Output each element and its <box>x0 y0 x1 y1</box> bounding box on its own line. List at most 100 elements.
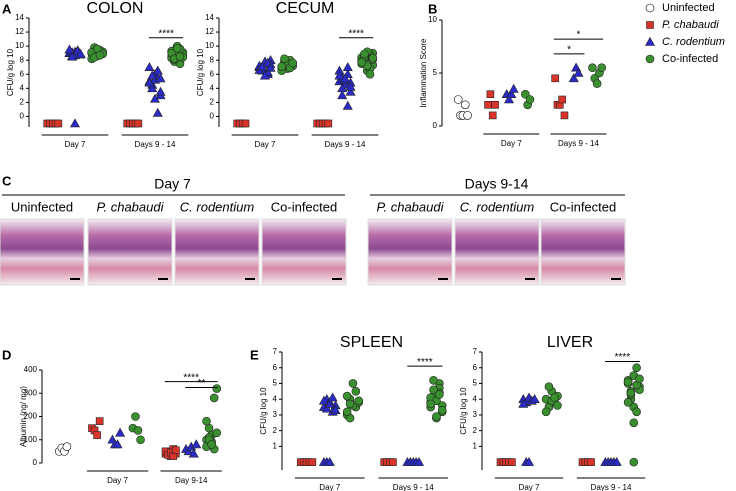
data-point <box>587 458 595 466</box>
data-point <box>635 374 644 384</box>
y-tick-label: 2 <box>20 97 25 106</box>
histology-image <box>367 218 453 286</box>
legend-label: C. rodentium <box>662 36 725 48</box>
data-point <box>183 446 194 456</box>
chart-title: SPLEEN <box>340 334 403 351</box>
histology-title: Days 9-14 <box>465 176 529 192</box>
significance-label: **** <box>158 28 174 39</box>
y-tick-label: 0 <box>33 458 38 467</box>
y-tick-label: 0 <box>210 112 215 121</box>
data-point <box>133 426 143 435</box>
data-point <box>95 50 105 60</box>
data-point <box>144 62 155 72</box>
data-point <box>414 457 425 466</box>
data-point <box>209 393 219 403</box>
y-tick-label: 5 <box>433 68 438 77</box>
data-point <box>144 77 155 87</box>
panel-label: B <box>428 1 437 16</box>
data-point <box>573 67 584 77</box>
data-point <box>597 63 607 72</box>
y-tick-label: 0 <box>20 112 25 121</box>
significance-label: ** <box>198 378 206 389</box>
y-tick-label: 14 <box>205 13 214 22</box>
y-axis-label: Albumin (ng/ mg) <box>19 386 28 447</box>
data-point <box>330 405 341 415</box>
panel-label: D <box>2 347 11 362</box>
data-point <box>508 83 519 93</box>
data-point <box>491 101 499 109</box>
significance-label: **** <box>183 372 199 383</box>
y-tick-label: 10 <box>15 41 24 50</box>
data-point <box>280 54 289 64</box>
data-point <box>368 53 378 63</box>
data-point <box>523 457 535 466</box>
legend-label: Co-infected <box>662 53 718 65</box>
histology-image <box>0 218 85 286</box>
data-point <box>429 376 438 385</box>
data-point <box>342 391 352 401</box>
y-axis-label: CFU/g log 10 <box>259 387 268 435</box>
chart-title: CECUM <box>276 0 335 17</box>
y-tick-label: 4 <box>20 83 25 92</box>
data-point <box>460 100 470 110</box>
group-label: Day 7 <box>519 483 540 491</box>
data-point <box>202 416 211 426</box>
histology-image <box>87 218 173 286</box>
data-point <box>525 95 535 104</box>
data-point <box>152 65 163 75</box>
group-label: Days 9 - 14 <box>325 140 366 149</box>
data-point <box>453 95 463 104</box>
data-point <box>437 405 447 415</box>
data-point <box>629 457 639 467</box>
y-tick-label: 4 <box>473 394 478 403</box>
data-point <box>149 93 161 103</box>
significance-label: **** <box>348 28 364 39</box>
data-point <box>345 399 355 409</box>
data-point <box>629 418 639 428</box>
y-tick-label: 100 <box>24 435 38 444</box>
data-point <box>553 401 562 410</box>
data-point <box>486 90 495 98</box>
data-point <box>588 63 597 72</box>
panel-label: E <box>250 347 259 362</box>
group-label: Days 9 - 14 <box>558 139 599 148</box>
y-tick-label: 12 <box>205 27 214 36</box>
data-point <box>321 403 332 413</box>
y-tick-label: 4 <box>273 394 278 403</box>
data-point <box>345 86 356 96</box>
significance-label: * <box>577 30 581 41</box>
y-tick-label: 6 <box>20 69 25 78</box>
y-tick-label: 8 <box>20 55 25 64</box>
data-point <box>75 48 86 58</box>
data-point <box>155 86 166 96</box>
y-tick-label: 6 <box>210 69 215 78</box>
significance-label: **** <box>615 352 631 363</box>
data-point <box>241 119 250 128</box>
data-point <box>207 440 216 449</box>
data-point <box>488 111 497 120</box>
data-point <box>64 44 75 54</box>
group-label: Day 7 <box>319 483 340 491</box>
data-point <box>152 107 163 117</box>
data-point <box>67 51 78 61</box>
legend-label: Uninfected <box>662 2 715 14</box>
data-point <box>504 94 515 104</box>
data-point <box>429 385 438 395</box>
data-point <box>277 62 286 71</box>
data-point <box>212 384 222 393</box>
y-tick-label: 200 <box>24 412 38 421</box>
group-label: Days 9 - 14 <box>393 483 434 491</box>
data-point <box>623 377 633 387</box>
data-point <box>592 79 602 88</box>
data-point <box>558 95 566 104</box>
histology-label: Co-infected <box>271 199 337 214</box>
data-point <box>308 458 317 466</box>
data-point <box>544 382 554 391</box>
data-point <box>188 448 199 458</box>
y-tick-label: 7 <box>473 347 478 356</box>
data-point <box>623 398 633 407</box>
significance-label: * <box>567 45 571 56</box>
histology-label: Co-infected <box>550 199 616 214</box>
y-axis-label: Inflammation Score <box>419 38 428 107</box>
y-axis-label: CFU/g log 10 <box>6 48 15 96</box>
